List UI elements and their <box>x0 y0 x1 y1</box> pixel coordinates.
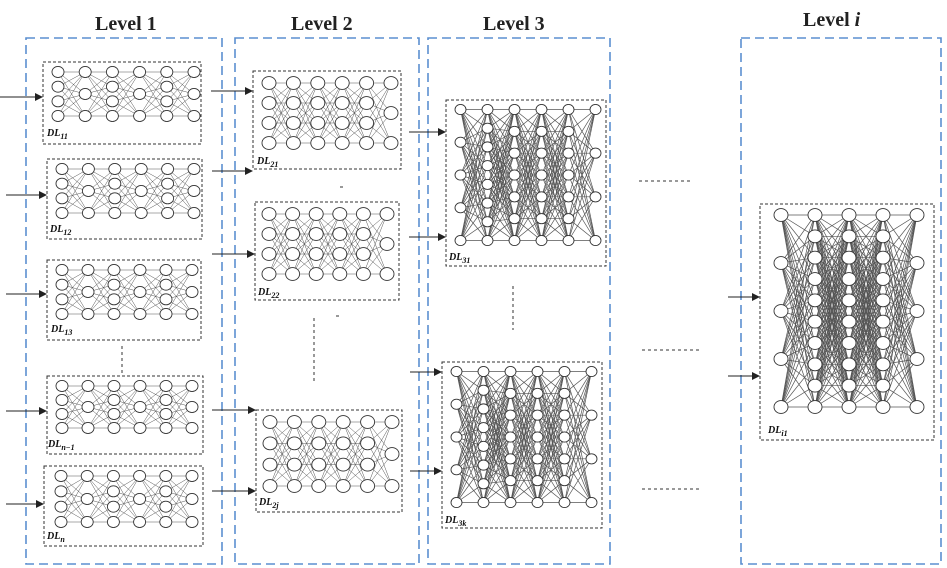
dl-label-dln: DLn <box>47 531 65 544</box>
network-box-dl13 <box>46 259 202 341</box>
level-3-container <box>427 37 611 565</box>
level-title-2-text: Level 2 <box>291 13 353 35</box>
network-dl11 <box>51 66 201 122</box>
dl-label-dli1: DLi1 <box>768 425 788 438</box>
dl-label-dln1: DLn−1 <box>48 439 75 452</box>
network-box-dl2j <box>255 409 403 513</box>
level-i-container <box>740 37 942 565</box>
level-title-1: Level 1 <box>95 13 157 36</box>
network-drawings <box>51 66 925 528</box>
dl-label-dl22: DL22 <box>258 287 280 300</box>
dl-label-dl21: DL21 <box>257 156 279 169</box>
level-2-container <box>234 37 420 565</box>
dl-label-dl11: DL11 <box>47 128 68 141</box>
network-dl21 <box>261 76 399 150</box>
network-box-dl21 <box>252 70 402 170</box>
dl-label-dl31: DL31 <box>449 252 471 265</box>
level-title-i: Level i <box>803 9 860 32</box>
network-dl3k <box>450 365 598 509</box>
network-box-dl3k <box>441 361 603 529</box>
level-title-i-text: Level <box>803 9 855 31</box>
network-dli1 <box>773 208 925 414</box>
dl-label-dl3k: DL3k <box>445 515 467 528</box>
level-title-2: Level 2 <box>291 13 353 36</box>
network-box-dl22 <box>254 201 400 301</box>
level-title-3-text: Level 3 <box>483 13 545 35</box>
network-dln1 <box>55 380 199 434</box>
dl-label-dl2j: DL2j <box>259 497 279 510</box>
network-dl12 <box>55 163 201 219</box>
network-box-dl31 <box>445 99 607 267</box>
network-dl31 <box>454 103 602 247</box>
network-box-dl12 <box>46 158 203 240</box>
dl-label-dl13: DL13 <box>51 324 73 337</box>
level-title-i-italic: i <box>854 9 861 31</box>
network-box-dln1 <box>46 375 204 455</box>
level-title-3: Level 3 <box>483 13 545 36</box>
network-dl22 <box>261 207 395 281</box>
dl-label-dl12: DL12 <box>50 224 72 237</box>
network-box-dli1 <box>759 203 935 441</box>
level-1-container <box>25 37 223 565</box>
network-dln <box>54 470 199 528</box>
level-title-1-text: Level 1 <box>95 13 157 35</box>
network-dl13 <box>55 264 199 320</box>
network-box-dln <box>43 465 204 547</box>
network-dl2j <box>262 415 400 493</box>
